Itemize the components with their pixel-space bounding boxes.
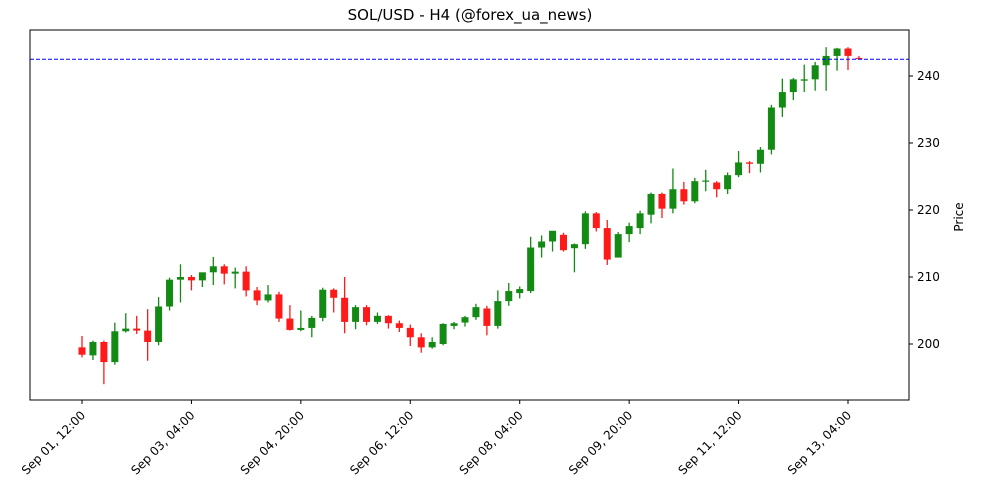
candle [713,181,721,198]
candle [100,340,108,385]
candle [614,232,622,258]
candle [395,320,403,332]
candle [789,78,797,101]
x-tick-label: Sep 06, 12:00 [347,408,416,477]
candle [144,309,152,361]
candle [800,64,808,93]
candle [680,181,688,205]
y-tick-label: 200 [917,337,940,351]
y-tick-label: 220 [917,203,940,217]
candle [450,321,458,330]
candle [461,315,469,327]
candle [209,256,217,286]
candle [166,277,174,311]
candle [198,272,206,288]
candle [647,192,655,224]
candle [341,277,349,334]
candle [527,236,535,294]
candle [570,243,578,273]
candle [549,230,557,252]
x-tick-label: Sep 09, 20:00 [566,408,635,477]
candle [756,147,764,173]
candle [78,335,86,358]
candle [111,322,119,365]
plot-frame [29,29,910,401]
candle [417,333,425,353]
candle [767,104,775,155]
candle [133,315,141,334]
candle [297,310,305,332]
candle [625,222,633,243]
candle [286,305,294,331]
candle [658,192,666,219]
candle [735,151,743,178]
candle [669,168,677,214]
candle [253,287,261,306]
x-tick-label: Sep 11, 12:00 [675,408,744,477]
candle [603,220,611,265]
y-tick-label: 230 [917,136,940,150]
candle [384,315,392,329]
y-tick-label: 240 [917,69,940,83]
x-tick-label: Sep 08, 04:00 [457,408,526,477]
candle [406,324,414,347]
candle [363,305,371,326]
candle [330,288,338,313]
chart-title: SOL/USD - H4 (@forex_ua_news) [347,6,593,24]
candle [352,305,360,330]
candle [592,212,600,232]
candle [844,47,852,70]
candle [373,312,381,324]
candle [494,290,502,329]
candle [746,161,754,174]
candle [242,266,250,297]
candle [439,323,447,346]
y-axis-label: Price [952,202,966,231]
candle [581,211,589,249]
candle [811,61,819,91]
candle [275,291,283,322]
candle [155,297,163,346]
candle [538,235,546,258]
candle [231,267,239,289]
candle [778,78,786,117]
y-tick-label: 210 [917,270,940,284]
candle [724,172,732,194]
x-tick-label: Sep 01, 12:00 [19,408,88,477]
candle [822,47,830,91]
candles [78,47,863,385]
candle [702,169,710,192]
candle [220,264,228,285]
candle [516,286,524,299]
candle [855,55,863,60]
candle [559,232,567,252]
candle [472,303,480,320]
candle [319,287,327,322]
candle [483,305,491,336]
candle [89,340,97,361]
x-tick-label: Sep 04, 20:00 [238,408,307,477]
candle [428,337,436,349]
candle [122,313,130,333]
x-tick-label: Sep 03, 04:00 [128,408,197,477]
candle [176,264,184,303]
candle [308,315,316,338]
x-tick-label: Sep 13, 04:00 [785,408,854,477]
candle [691,177,699,204]
candle [505,283,513,306]
candle [264,285,272,303]
candle [636,210,644,235]
candle [187,274,195,291]
